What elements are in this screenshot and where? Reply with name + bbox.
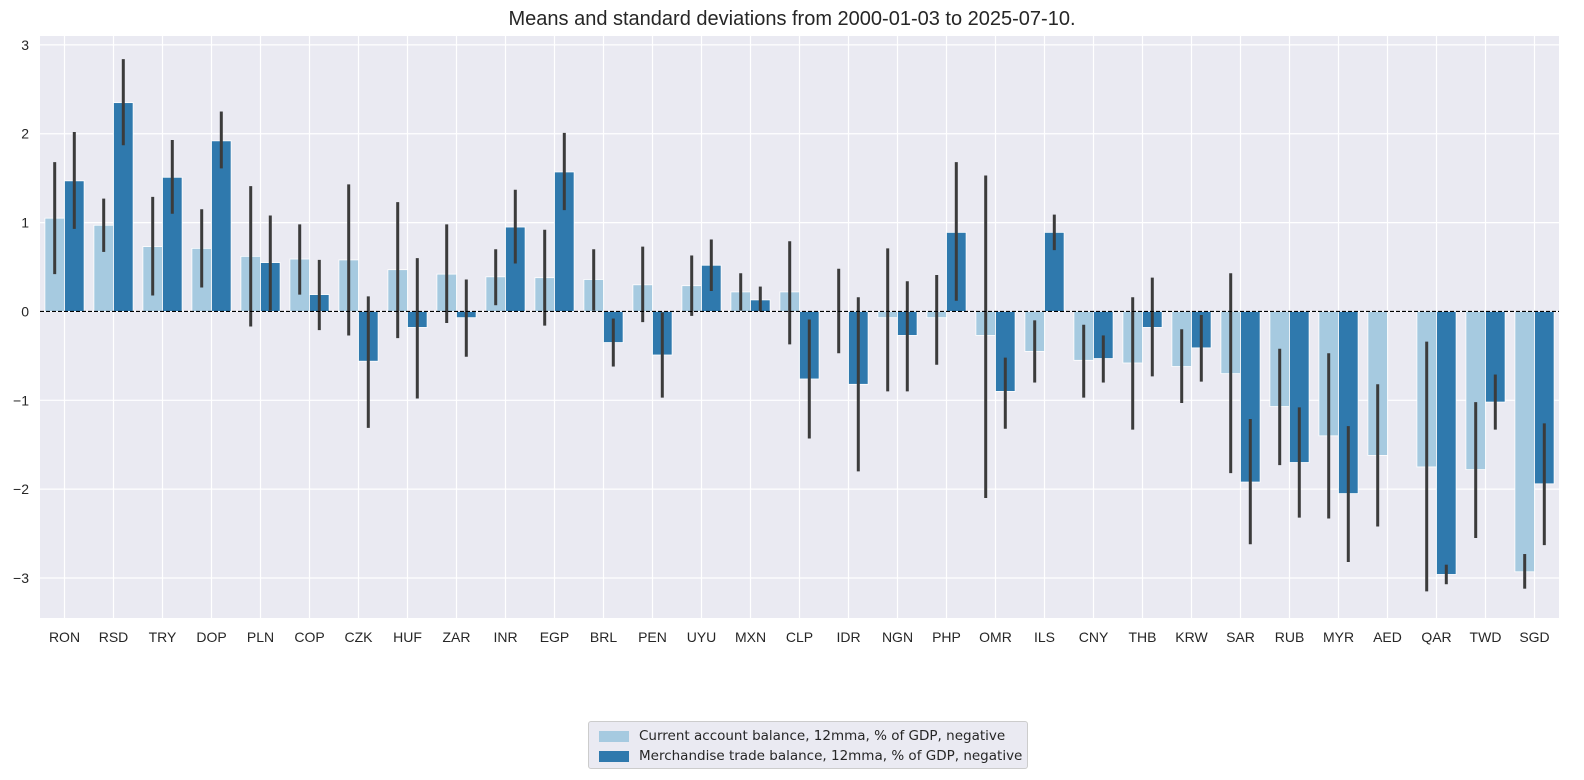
y-tick-label: −2: [13, 481, 29, 497]
x-tick-label: KRW: [1175, 629, 1208, 645]
x-tick-label: OMR: [979, 629, 1012, 645]
y-tick-label: 3: [21, 37, 29, 53]
x-tick-label: CNY: [1079, 629, 1109, 645]
error-bars: [53, 59, 1546, 592]
x-tick-label: HUF: [393, 629, 422, 645]
x-tick-label: CLP: [786, 629, 813, 645]
legend: Current account balance, 12mma, % of GDP…: [588, 721, 1028, 769]
legend-item-merchandise-trade: Merchandise trade balance, 12mma, % of G…: [599, 746, 1022, 766]
x-tick-label: PEN: [638, 629, 667, 645]
bar-current-account: [1514, 311, 1535, 573]
y-tick-label: 2: [21, 126, 29, 142]
x-tick-label: CZK: [345, 629, 374, 645]
x-tick-label: ZAR: [443, 629, 471, 645]
bar-merchandise-trade: [1436, 311, 1457, 575]
x-tick-label: RUB: [1275, 629, 1305, 645]
x-tick-label: SAR: [1226, 629, 1255, 645]
x-tick-label: BRL: [590, 629, 617, 645]
x-tick-label: RON: [49, 629, 80, 645]
legend-label-merchandise-trade: Merchandise trade balance, 12mma, % of G…: [639, 748, 1023, 764]
y-axis-ticks: 3 2 1 0 −1 −2 −3: [13, 37, 29, 586]
legend-swatch-merchandise-trade: [599, 750, 629, 762]
chart-title: Means and standard deviations from 2000-…: [508, 8, 1075, 30]
x-tick-label: EGP: [540, 629, 570, 645]
x-tick-label: RSD: [99, 629, 129, 645]
y-tick-label: −3: [13, 570, 29, 586]
legend-swatch-current-account: [599, 730, 629, 742]
x-tick-label: QAR: [1421, 629, 1451, 645]
y-tick-label: −1: [13, 392, 29, 408]
x-tick-label: COP: [294, 629, 324, 645]
x-axis-ticks: RON RSD TRY DOP PLN COP CZK HUF ZAR INR EGP BRL PEN U…: [49, 629, 1550, 645]
x-tick-label: INR: [493, 629, 517, 645]
x-tick-label: UYU: [687, 629, 717, 645]
legend-label-current-account: Current account balance, 12mma, % of GDP…: [639, 728, 1006, 744]
x-tick-label: TWD: [1470, 629, 1502, 645]
x-tick-label: AED: [1373, 629, 1402, 645]
x-tick-label: MYR: [1323, 629, 1354, 645]
x-tick-label: PHP: [932, 629, 961, 645]
x-tick-label: ILS: [1034, 629, 1055, 645]
x-tick-label: IDR: [836, 629, 860, 645]
x-tick-label: TRY: [149, 629, 177, 645]
x-tick-label: SGD: [1519, 629, 1549, 645]
y-tick-label: 1: [21, 215, 29, 231]
legend-item-current-account: Current account balance, 12mma, % of GDP…: [599, 726, 1017, 746]
x-tick-label: THB: [1129, 629, 1157, 645]
x-tick-label: PLN: [247, 629, 274, 645]
x-tick-label: NGN: [882, 629, 913, 645]
x-tick-label: MXN: [735, 629, 766, 645]
x-tick-label: DOP: [196, 629, 226, 645]
y-tick-label: 0: [21, 303, 29, 319]
